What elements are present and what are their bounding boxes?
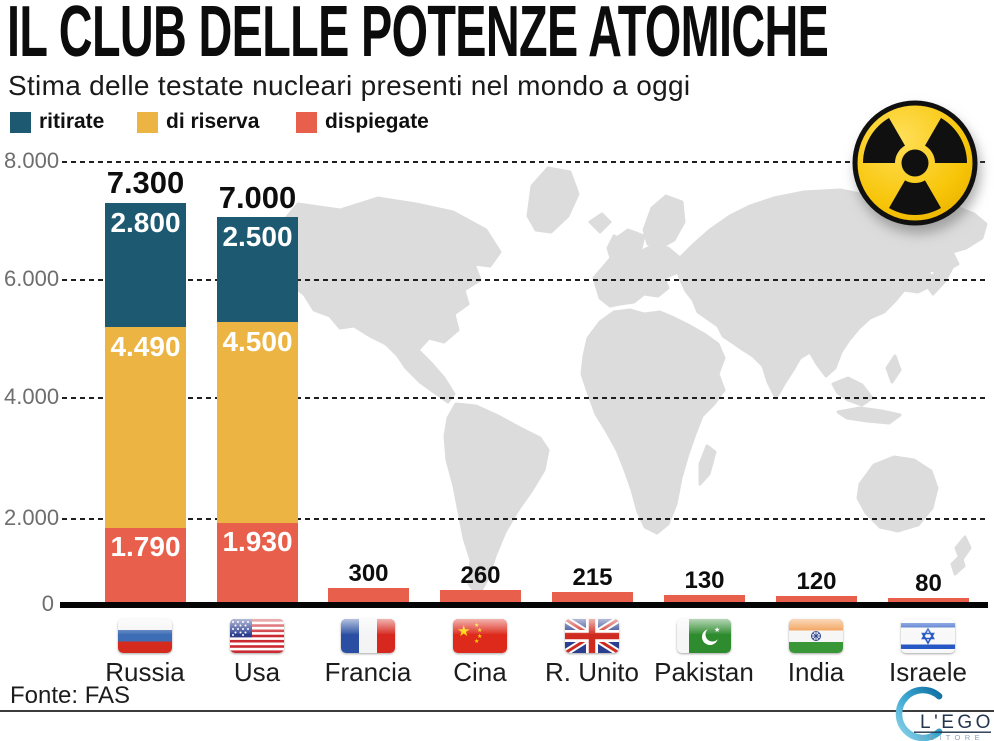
gridline-2000 [62, 518, 988, 520]
bar-india-dispiegate [776, 596, 857, 603]
value-label-usa-dispiegate: 1.930 [222, 526, 293, 557]
logo-subtext: EDITORE [920, 733, 984, 741]
category-label-israele: Israele [888, 657, 968, 687]
israele-flag-icon [901, 619, 955, 653]
value-label-francia: 300 [348, 560, 389, 587]
svg-text:★: ★ [477, 633, 482, 640]
svg-text:★: ★ [474, 638, 479, 645]
legend-label: di riserva [166, 110, 260, 133]
bar-russia-riserva [105, 327, 186, 528]
legend-label: ritirate [39, 110, 105, 133]
y-tick: 8.000 [4, 148, 60, 173]
x-axis-line [60, 602, 988, 608]
footer-divider [0, 710, 994, 712]
total-label-usa: 7.000 [218, 180, 297, 215]
value-label-israele: 80 [915, 570, 942, 597]
value-label-usa-riserva: 4.500 [222, 326, 293, 357]
value-label-cina: 260 [460, 562, 501, 589]
bar-israele-dispiegate [888, 598, 969, 603]
category-label-russia: Russia [105, 657, 185, 687]
bar-cina-dispiegate [440, 590, 521, 603]
logo-text: L'EGO [920, 712, 994, 733]
francia-flag-icon [341, 619, 395, 653]
total-label-russia: 7.300 [106, 165, 185, 200]
source-note: Fonte: FAS [10, 682, 131, 709]
legend-label: dispiegate [325, 110, 429, 133]
bar-usa-ritirate [217, 217, 298, 322]
india-flag-icon [789, 619, 843, 653]
category-label-cina: Cina [453, 657, 507, 687]
pakistan-flag-icon: ★ [677, 619, 731, 653]
y-tick: 2.000 [4, 505, 60, 530]
value-label-russia-riserva: 4.490 [110, 331, 181, 362]
regno-unito-flag-icon [565, 619, 619, 653]
legend-swatch-ritirate [10, 111, 31, 133]
page-title: IL CLUB DELLE POTENZE ATOMICHE [7, 0, 829, 72]
value-label-usa-ritirate: 2.500 [222, 221, 293, 252]
category-label-india: India [787, 657, 845, 687]
value-label-runito: 215 [572, 564, 613, 591]
gridline-6000 [62, 279, 988, 281]
russia-flag-icon [118, 619, 172, 653]
value-label-russia-ritirate: 2.800 [110, 207, 181, 238]
legend-item-ritirate: ritirate [10, 110, 105, 133]
radiation-icon [852, 100, 978, 226]
bar-runito-dispiegate [552, 592, 633, 603]
usa-flag-icon [230, 619, 284, 653]
bar-russia-ritirate [105, 203, 186, 327]
bar-francia-dispiegate [328, 588, 409, 603]
value-label-pakistan: 130 [684, 567, 725, 594]
world-map-background [270, 166, 988, 598]
bar-usa-riserva [217, 322, 298, 523]
bar-russia-dispiegate [105, 528, 186, 603]
category-label-francia: Francia [324, 657, 412, 687]
lego-editore-logo-icon: L'EGO EDITORE [895, 686, 994, 741]
value-label-russia-dispiegate: 1.790 [110, 531, 181, 562]
cina-flag-icon: ★ ★★★★ [453, 619, 507, 653]
legend-item-dispiegate: dispiegate [296, 110, 429, 133]
legend-swatch-dispiegate [296, 111, 317, 133]
value-label-india: 120 [796, 568, 837, 595]
gridline-4000 [62, 397, 988, 399]
category-label-usa: Usa [233, 657, 281, 687]
y-tick: 4.000 [4, 384, 60, 409]
category-label-pakistan: Pakistan [654, 657, 754, 687]
page-subtitle: Stima delle testate nucleari presenti ne… [8, 70, 691, 101]
bar-usa-dispiegate [217, 523, 298, 603]
y-tick: 0 [41, 591, 54, 616]
legend-swatch-riserva [137, 111, 158, 133]
bar-pakistan-dispiegate [664, 595, 745, 603]
gridline-8000 [62, 161, 988, 163]
y-tick: 6.000 [4, 266, 60, 291]
legend-item-riserva: di riserva [137, 110, 260, 133]
category-label-runito: R. Unito [545, 657, 639, 687]
